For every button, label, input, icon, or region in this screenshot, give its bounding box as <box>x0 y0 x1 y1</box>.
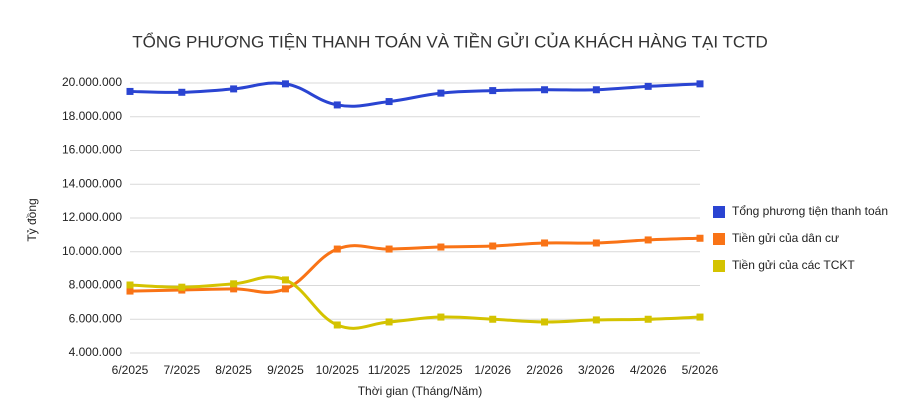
data-point <box>541 86 549 94</box>
x-tick-label: 5/2026 <box>682 363 719 377</box>
data-point <box>230 285 238 293</box>
data-point <box>644 315 652 323</box>
data-point <box>385 98 393 106</box>
data-point <box>489 242 497 250</box>
data-point <box>385 318 393 326</box>
data-point <box>437 313 445 321</box>
data-point <box>541 318 549 326</box>
legend-swatch <box>713 233 725 245</box>
y-tick-label: 4.000.000 <box>69 345 123 359</box>
x-tick-label: 12/2025 <box>419 363 463 377</box>
data-point <box>696 234 704 242</box>
data-point <box>592 239 600 247</box>
data-point <box>230 280 238 288</box>
legend-label: Tiền gửi của các TCKT <box>732 258 855 272</box>
x-tick-label: 1/2026 <box>474 363 511 377</box>
data-point <box>333 101 341 109</box>
y-tick-label: 16.000.000 <box>62 143 122 157</box>
data-point <box>230 85 238 93</box>
y-tick-label: 8.000.000 <box>69 278 123 292</box>
data-point <box>489 87 497 95</box>
data-point <box>489 315 497 323</box>
y-axis-title: Tỷ đồng <box>25 198 39 241</box>
x-tick-label: 6/2025 <box>112 363 149 377</box>
data-point <box>281 285 289 293</box>
series-line <box>129 275 701 330</box>
y-tick-label: 14.000.000 <box>62 176 122 190</box>
data-point <box>178 283 186 291</box>
x-tick-label: 11/2025 <box>368 363 411 377</box>
x-tick-label: 2/2026 <box>526 363 563 377</box>
data-point <box>126 87 134 95</box>
y-tick-label: 20.000.000 <box>62 75 122 89</box>
data-point <box>281 80 289 88</box>
data-point <box>696 313 704 321</box>
data-point <box>126 281 134 289</box>
data-point <box>333 245 341 253</box>
x-axis-title: Thời gian (Tháng/Năm) <box>358 384 483 398</box>
y-tick-label: 6.000.000 <box>69 311 123 325</box>
x-tick-label: 4/2026 <box>630 363 667 377</box>
series-line <box>129 236 701 294</box>
x-tick-label: 9/2025 <box>267 363 304 377</box>
x-tick-label: 7/2025 <box>163 363 200 377</box>
data-point <box>333 321 341 329</box>
x-tick-label: 3/2026 <box>578 363 615 377</box>
y-tick-label: 12.000.000 <box>62 210 122 224</box>
data-point <box>644 82 652 90</box>
legend-swatch <box>713 206 725 218</box>
data-point <box>437 243 445 251</box>
data-point <box>281 276 289 284</box>
x-tick-label: 8/2025 <box>215 363 252 377</box>
data-point <box>592 86 600 94</box>
data-point <box>385 245 393 253</box>
x-tick-label: 10/2025 <box>316 363 360 377</box>
data-point <box>592 316 600 324</box>
y-tick-label: 10.000.000 <box>62 244 122 258</box>
data-point <box>696 80 704 88</box>
data-point <box>178 88 186 96</box>
data-point <box>541 239 549 247</box>
legend-swatch <box>713 260 725 272</box>
y-tick-label: 18.000.000 <box>62 109 122 123</box>
legend-label: Tiền gửi của dân cư <box>732 231 839 245</box>
data-point <box>644 236 652 244</box>
data-point <box>126 287 134 295</box>
data-point <box>437 89 445 97</box>
legend-label: Tổng phương tiện thanh toán <box>732 204 888 218</box>
chart-title: TỔNG PHƯƠNG TIỆN THANH TOÁN VÀ TIỀN GỬI … <box>132 32 768 51</box>
series-line <box>129 81 701 108</box>
